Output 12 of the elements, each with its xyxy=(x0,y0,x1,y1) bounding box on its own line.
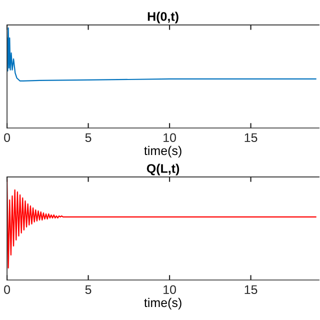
x-tick-label: 0 xyxy=(4,285,10,294)
x-tick-label: 10 xyxy=(164,133,176,142)
chart-title: H(0,t) xyxy=(148,12,178,24)
x-tick-label: 10 xyxy=(164,285,176,294)
x-axis-title: time(s) xyxy=(144,146,182,158)
chart-title: Q(L,t) xyxy=(146,164,180,176)
x-tick-label: 0 xyxy=(4,133,10,142)
x-tick-label: 5 xyxy=(85,285,92,294)
x-tick-label: 5 xyxy=(85,133,92,142)
x-axis-title: time(s) xyxy=(144,298,182,310)
x-tick-label: 15 xyxy=(244,285,258,294)
x-tick-label: 15 xyxy=(244,133,258,142)
